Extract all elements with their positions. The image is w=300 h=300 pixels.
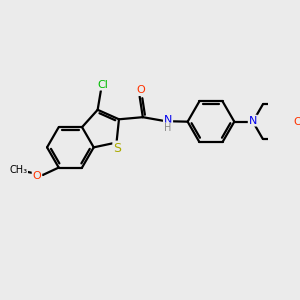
Text: N: N [164, 115, 172, 125]
Text: H: H [164, 123, 172, 133]
Text: S: S [113, 142, 121, 154]
Text: Cl: Cl [97, 80, 108, 90]
Text: N: N [249, 116, 257, 126]
Text: O: O [33, 171, 41, 181]
Text: O: O [136, 85, 145, 95]
Text: CH₃: CH₃ [9, 166, 27, 176]
Text: O: O [293, 117, 300, 127]
